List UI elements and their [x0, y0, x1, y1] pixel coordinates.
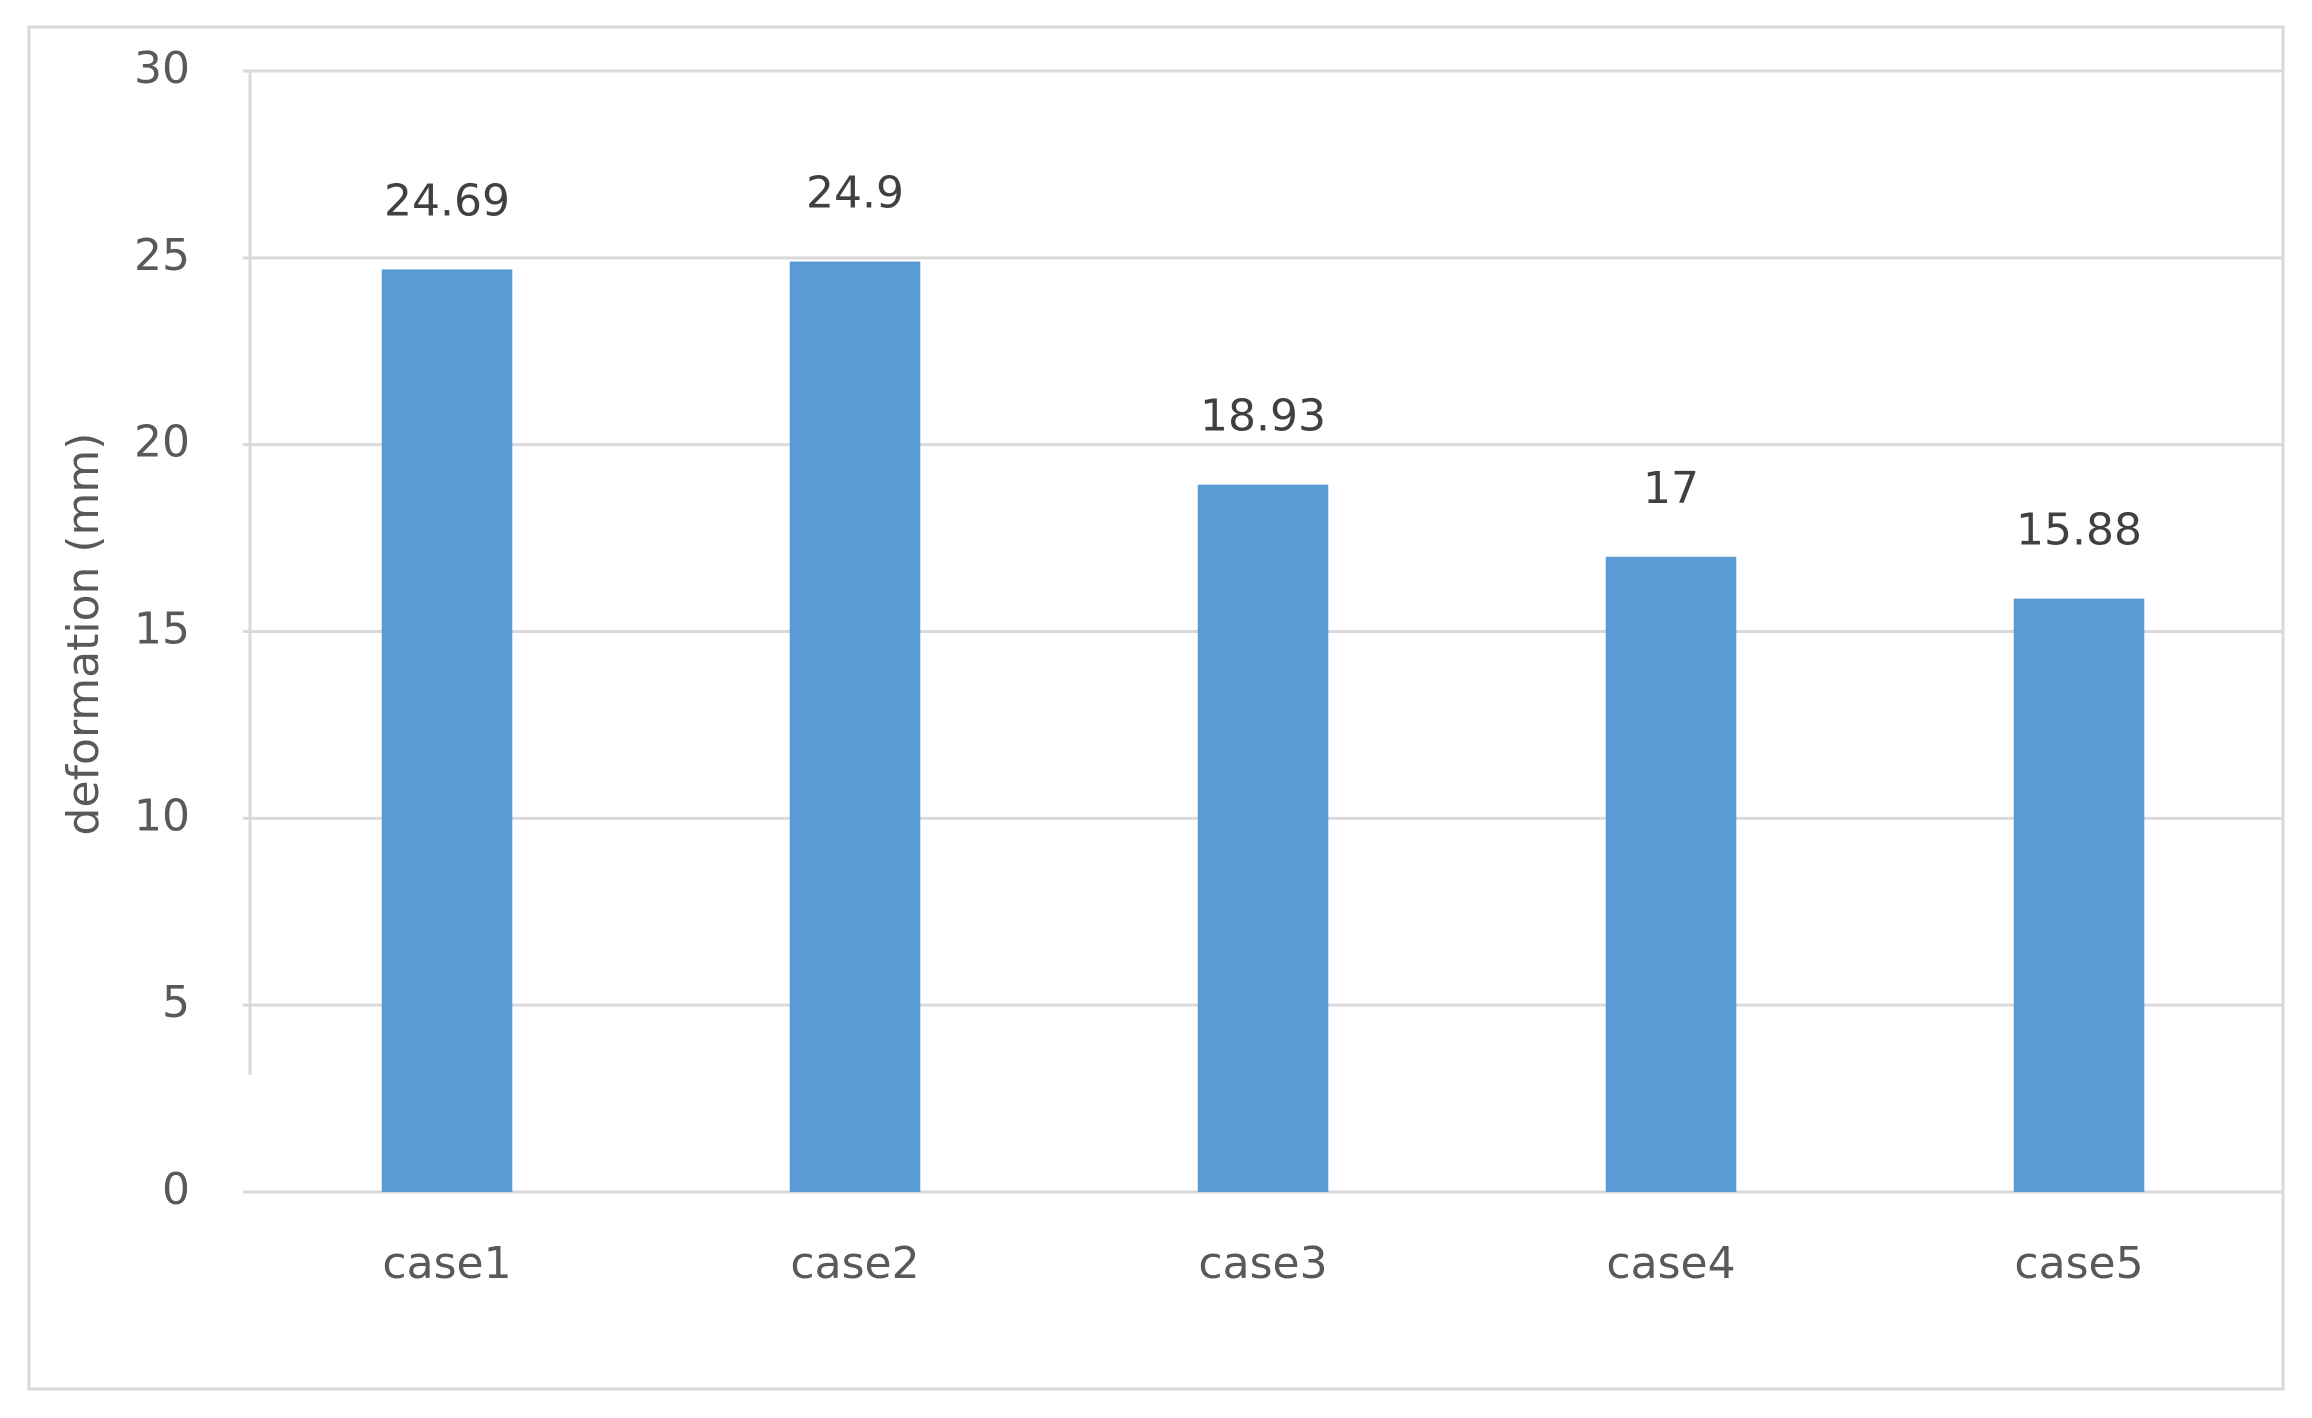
- bar: [381, 269, 513, 1192]
- value-label: 17: [1643, 463, 1699, 514]
- y-tick-label: 25: [134, 230, 190, 281]
- x-tick-label: case5: [2014, 1238, 2143, 1289]
- value-label: 24.69: [384, 175, 510, 226]
- y-tick-label: 30: [134, 43, 190, 94]
- value-label: 24.9: [806, 168, 904, 219]
- y-tick-label: 10: [134, 790, 190, 841]
- y-tick-label: 20: [134, 417, 190, 468]
- y-tick-label: 0: [162, 1164, 190, 1215]
- chart-border: [27, 25, 2285, 1391]
- y-axis-label: deformation (mm): [58, 433, 109, 836]
- bar: [789, 261, 921, 1192]
- y-tick-label: 5: [162, 977, 190, 1028]
- bar: [1605, 556, 1737, 1192]
- value-label: 15.88: [2016, 505, 2142, 556]
- bar: [1197, 484, 1329, 1192]
- x-tick-label: case4: [1606, 1238, 1735, 1289]
- x-tick-label: case3: [1198, 1238, 1327, 1289]
- y-tick-label: 15: [134, 604, 190, 655]
- x-tick-label: case2: [790, 1238, 919, 1289]
- bar: [2013, 598, 2145, 1192]
- x-tick-label: case1: [382, 1238, 511, 1289]
- value-label: 18.93: [1200, 391, 1326, 442]
